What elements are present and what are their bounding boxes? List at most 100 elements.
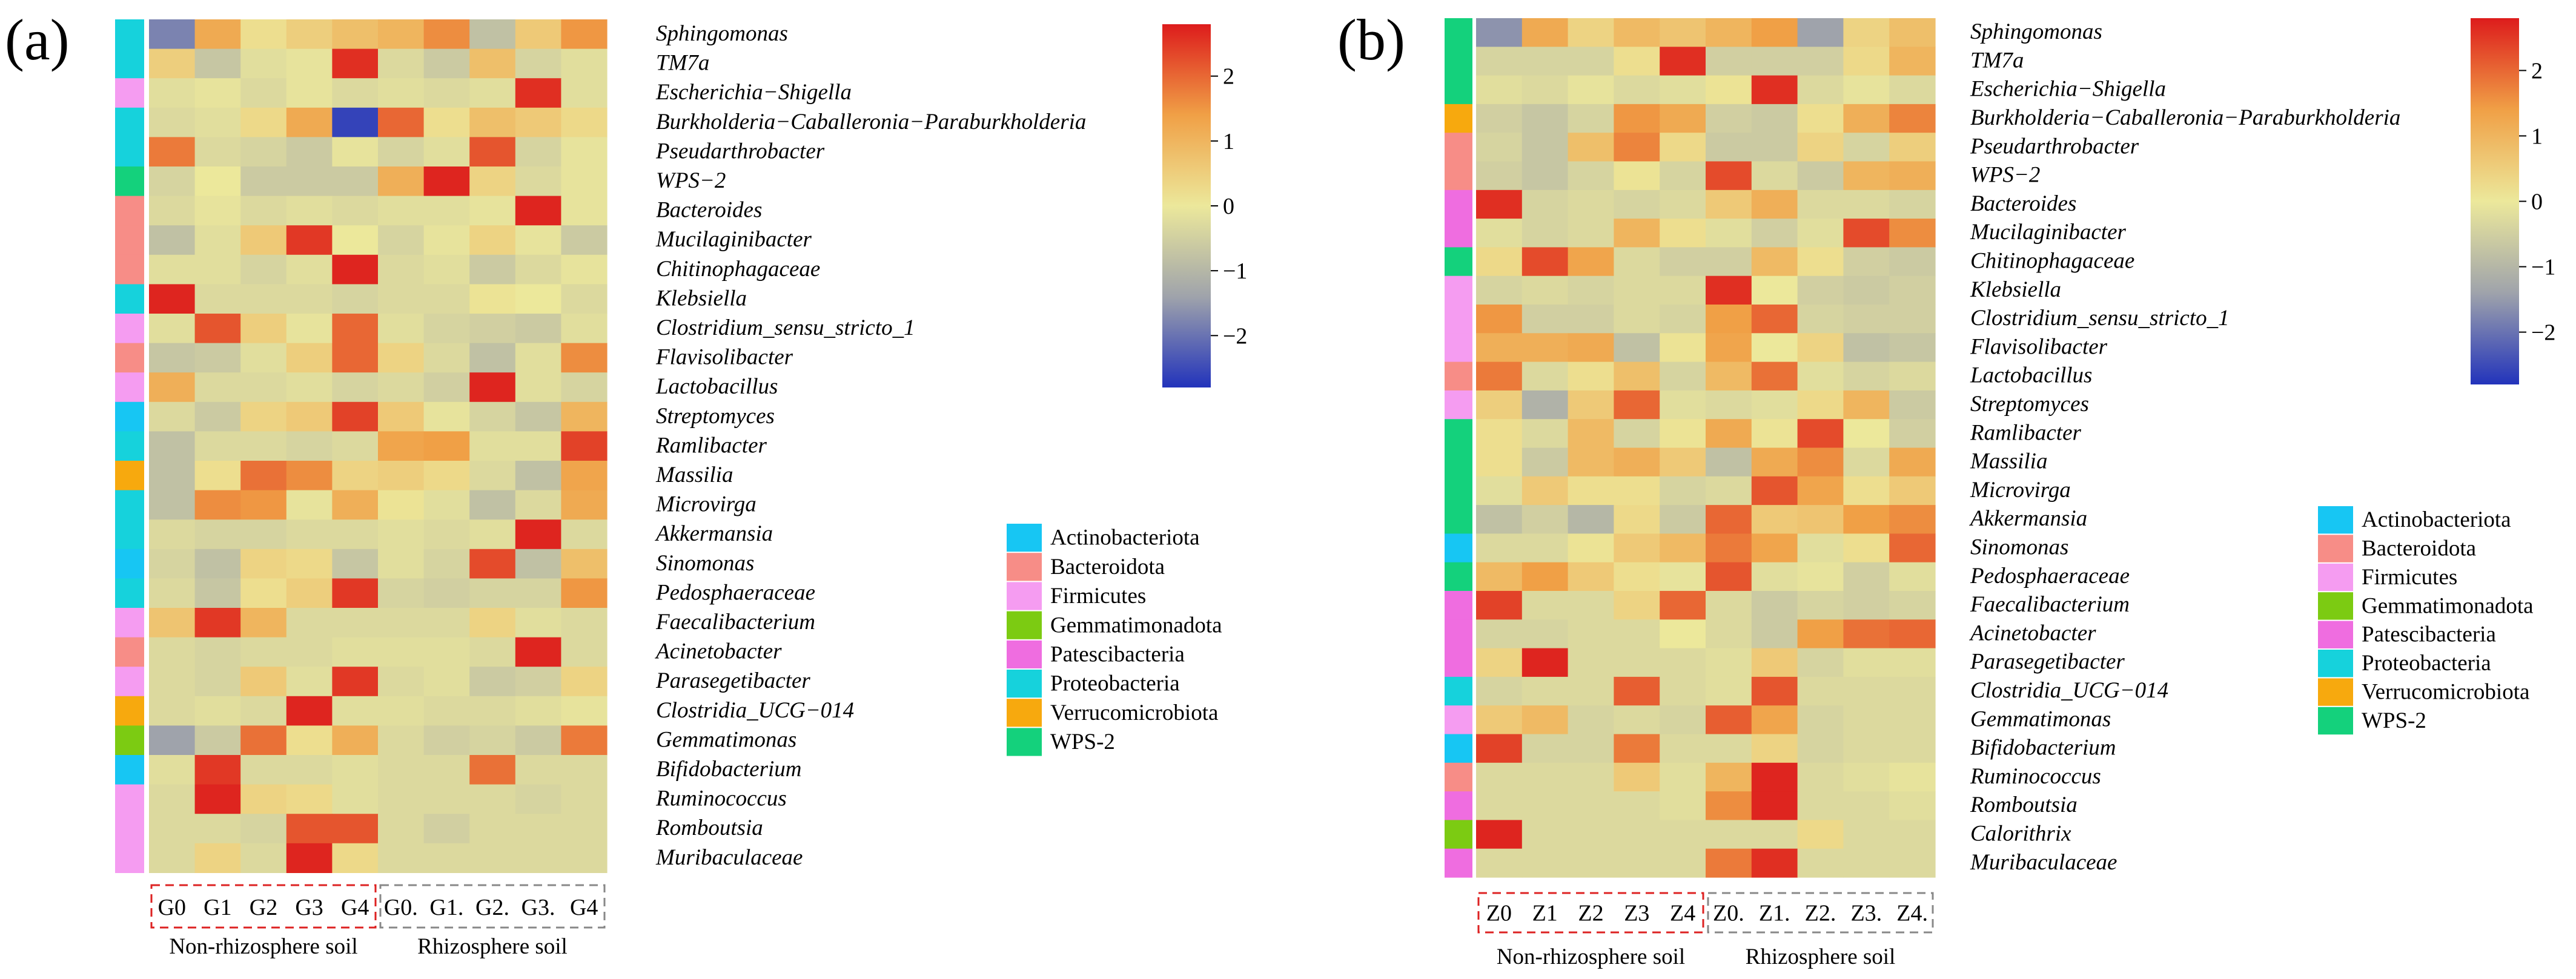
legend-label-firmicutes: Firmicutes [1050,584,1146,608]
heatmap-cell [423,814,470,844]
heatmap-cell [149,48,196,79]
heatmap-cell [515,549,561,579]
heatmap-cell [1614,305,1660,334]
heatmap-cell [1706,676,1752,706]
heatmap-cell [378,137,425,167]
heatmap-cell [1476,791,1523,820]
row-label-microvirga: Microvirga [655,492,757,517]
heatmap-cell [1889,361,1936,391]
panel-a-row-labels: Sphingomonas TM7a Escherichia−Shigella Burk… [654,21,1086,870]
heatmap-cell [1568,476,1614,506]
heatmap-cell [1843,848,1890,878]
legend-swatch-patescibacteria [2318,621,2353,648]
heatmap-cell [1706,419,1752,449]
heatmap-cell [1614,705,1660,735]
heatmap-cell [469,549,516,579]
panel-b: (b) Sphingomonas TM7a Escherichia−Shigella… [1337,7,2555,969]
heatmap-cell [1568,361,1614,391]
heatmap-cell [1797,762,1844,792]
heatmap-cell [378,814,425,844]
heatmap-cell [1797,361,1844,391]
heatmap-cell [1568,648,1614,677]
column-label: G1. [429,895,463,920]
heatmap-cell [561,225,608,255]
heatmap-cell [1751,447,1798,477]
row-label-klebsiella: Klebsiella [655,286,747,311]
heatmap-cell [1797,133,1844,162]
heatmap-cell [1568,848,1614,878]
heatmap-cell [1476,848,1523,878]
heatmap-cell [1889,562,1936,592]
panel-b-label: (b) [1337,7,1405,72]
heatmap-cell [194,166,241,197]
heatmap-cell [469,137,516,167]
heatmap-cell [1521,47,1569,76]
heatmap-cell [561,343,608,373]
heatmap-cell [240,549,287,579]
heatmap-cell [1797,591,1844,620]
heatmap-cell [194,696,241,726]
heatmap-cell [1660,476,1706,506]
heatmap-cell [1706,275,1752,305]
heatmap-cell [286,461,333,491]
heatmap-cell [332,431,379,461]
heatmap-cell [1797,333,1844,363]
heatmap-cell [1614,275,1660,305]
heatmap-cell [1476,447,1523,477]
row-label-escherichia-shigella: Escherichia−Shigella [655,80,852,105]
column-label: Z3 [1624,901,1649,926]
heatmap-cell [1476,734,1523,763]
heatmap-cell [194,667,241,697]
heatmap-cell [194,755,241,785]
heatmap-cell [149,608,196,638]
heatmap-cell [1660,619,1706,649]
heatmap-cell [1568,333,1614,363]
heatmap-cell [1751,247,1798,277]
phylum-marker-proteobacteria [115,578,144,608]
heatmap-cell [1706,161,1752,191]
row-label-chitinophagaceae: Chitinophagaceae [656,257,820,282]
heatmap-cell [1706,333,1752,363]
phylum-marker-gemmatimonadota [115,725,144,756]
legend-swatch-firmicutes [2318,563,2353,592]
scale-tick-label: 2 [1223,64,1234,90]
heatmap-cell [149,578,196,608]
heatmap-cell [1568,47,1614,76]
heatmap-cell [1706,619,1752,649]
heatmap-cell [1568,791,1614,820]
heatmap-cell [194,78,241,108]
legend-swatch-bacteroidota [1007,553,1042,581]
heatmap-cell [1751,161,1798,191]
heatmap-cell [332,843,379,873]
heatmap-cell [1660,219,1706,248]
row-label-parasegetibacter: Parasegetibacter [1970,650,2125,674]
heatmap-cell [286,401,333,432]
heatmap-cell [1660,648,1706,677]
phylum-marker-firmicutes [115,608,144,638]
heatmap-cell [1889,476,1936,506]
heatmap-cell [1521,533,1569,563]
heatmap-cell [286,696,333,726]
panel-a-label: (a) [5,7,70,72]
row-label-clostridium-sensu-stricto-1: Clostridium_sensu_stricto_1 [656,315,915,340]
row-label-akkermansia: Akkermansia [654,521,773,546]
heatmap-cell [149,843,196,873]
panel-a: (a) Sphingomonas TM7a Escherichia−Shigella… [5,7,1247,959]
heatmap-cell [1889,75,1936,105]
heatmap-cell [469,284,516,314]
heatmap-cell [194,137,241,167]
heatmap-cell [1568,247,1614,277]
heatmap-cell [332,284,379,314]
phylum-marker-bacteroidota [115,254,144,285]
heatmap-cell [1614,820,1660,849]
heatmap-cell [1660,390,1706,420]
heatmap-cell [1521,791,1569,820]
panel-a-group-labels: Non-rhizosphere soil Rhizosphere soil [150,884,606,959]
heatmap-cell [423,343,470,373]
heatmap-cell [1843,18,1890,47]
heatmap-cell [515,490,561,520]
row-label-lactobacillus: Lactobacillus [1970,363,2092,388]
heatmap-cell [1614,533,1660,563]
heatmap-cell [1660,562,1706,592]
heatmap-cell [149,166,196,197]
